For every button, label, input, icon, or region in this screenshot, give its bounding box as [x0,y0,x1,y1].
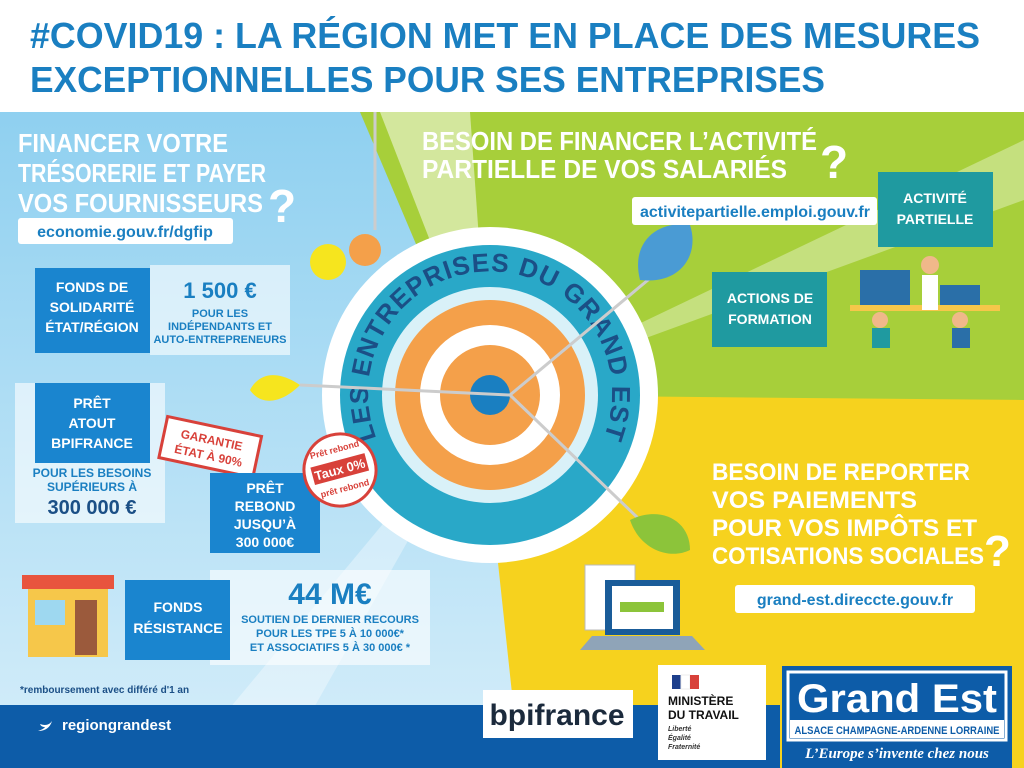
title-line: #COVID19 : LA RÉGION MET EN PLACE DES ME… [30,15,980,56]
box-label: ATOUT [69,415,116,431]
desc: SUPÉRIEURS À [47,479,137,494]
motto: Liberté [668,726,691,733]
bottom-right-section: BESOIN DE REPORTER VOS PAIEMENTS POUR VO… [580,459,1011,650]
stamp-round: Prêt rebond Taux 0% prêt rebond [302,432,378,508]
amount: 44 M€ [288,578,372,611]
heading-line: VOS FOURNISSEURS [18,188,263,218]
question-mark: ? [984,527,1011,576]
box-label: JUSQU’À [234,516,296,532]
desc: AUTO-ENTREPRENEURS [153,334,286,346]
url: grand-est.direccte.gouv.fr [757,592,953,609]
box-label: FONDS [154,599,203,615]
desc: ET ASSOCIATIFS 5 À 30 000€ * [250,641,411,654]
heading-line: POUR VOS IMPÔTS ET [712,514,977,542]
heading-line: TRÉSORERIE ET PAYER [18,158,266,188]
url: activitepartielle.emploi.gouv.fr [640,204,870,221]
question-mark: ? [268,180,296,232]
box-label: PRÊT [246,479,284,496]
title-line: EXCEPTIONNELLES POUR SES ENTREPRISES [30,59,825,100]
region-sub: ALSACE CHAMPAGNE-ARDENNE LORRAINE [795,725,1000,737]
url: economie.gouv.fr/dgfip [37,224,213,241]
box-label: FORMATION [728,311,812,327]
slogan: L’Europe s’invente chez nous [804,746,989,762]
box-label: ÉTAT/RÉGION [45,319,139,335]
heading-line: PARTIELLE DE VOS SALARIÉS [422,154,787,184]
heading-line: BESOIN DE REPORTER [712,459,970,486]
top-right-section: BESOIN DE FINANCER L’ACTIVITÉ PARTIELLE … [422,126,1000,348]
desc: POUR LES [192,308,248,320]
question-mark: ? [820,136,848,188]
heading-line: BESOIN DE FINANCER L’ACTIVITÉ [422,126,817,156]
desc: SOUTIEN DE DERNIER RECOURS [241,614,419,626]
twitter-handle: regiongrandest [62,717,171,734]
motto: Fraternité [668,744,700,751]
box-label: RÉSISTANCE [133,620,222,636]
footnote: *remboursement avec différé d'1 an [20,685,189,696]
box-label: BPIFRANCE [51,435,133,451]
box-label: PARTIELLE [897,211,974,227]
ministry-name: DU TRAVAIL [668,708,739,722]
heading-line: COTISATIONS SOCIALES [712,543,984,570]
stamp: GARANTIE ÉTAT À 90% [157,414,264,480]
box-label: 300 000€ [236,534,295,550]
box-label: SOLIDARITÉ [50,299,135,315]
amount: 300 000 € [48,497,137,519]
box-label: REBOND [235,498,296,514]
laptop-illustration [580,564,705,650]
left-section: FINANCER VOTRE TRÉSORERIE ET PAYER VOS F… [15,128,430,734]
heading-line: VOS PAIEMENTS [712,487,917,514]
box-label: ACTIONS DE [727,290,813,306]
desc: INDÉPENDANTS ET [168,320,272,333]
shop-icon [22,575,114,657]
motto: Égalité [668,733,691,742]
region-name: Grand Est [797,677,997,721]
desc: POUR LES TPE 5 À 10 000€* [256,627,405,640]
heading-line: FINANCER VOTRE [18,128,228,158]
box-label: FONDS DE [56,279,128,295]
amount: 1 500 € [183,278,256,303]
people-illustration [850,256,1000,348]
box-label: PRÊT [73,394,111,411]
ministry-name: MINISTÈRE [668,693,733,708]
box-label: ACTIVITÉ [903,190,967,206]
target: LES ENTREPRISES DU GRAND EST [250,112,693,563]
desc: POUR LES BESOINS [33,466,152,480]
header: #COVID19 : LA RÉGION MET EN PLACE DES ME… [30,15,980,100]
bpi-logo: bpifrance [489,699,624,732]
logos: bpifrance MINISTÈRE DU TRAVAIL Liberté É… [483,665,1012,768]
